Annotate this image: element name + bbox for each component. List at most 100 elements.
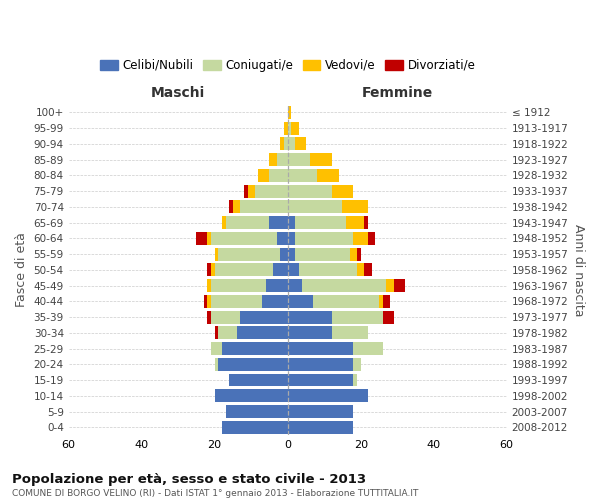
Bar (287, 248, 295, 260)
Bar (287, 326, 331, 340)
Bar (287, 200, 343, 213)
Bar (266, 279, 287, 292)
Bar (383, 295, 390, 308)
Bar (287, 342, 353, 355)
Bar (394, 279, 404, 292)
Bar (331, 310, 383, 324)
Bar (287, 358, 353, 371)
Bar (287, 374, 353, 386)
Bar (269, 216, 287, 229)
Bar (346, 216, 364, 229)
Bar (287, 232, 295, 245)
Bar (248, 184, 255, 198)
Bar (302, 279, 386, 292)
Bar (280, 138, 284, 150)
Bar (211, 264, 215, 276)
Text: COMUNE DI BORGO VELINO (RI) - Dati ISTAT 1° gennaio 2013 - Elaborazione TUTTITAL: COMUNE DI BORGO VELINO (RI) - Dati ISTAT… (12, 489, 418, 498)
Bar (379, 295, 383, 308)
Bar (280, 248, 287, 260)
Bar (211, 342, 222, 355)
Bar (353, 358, 361, 371)
Bar (218, 248, 280, 260)
Bar (287, 405, 353, 418)
Bar (229, 374, 287, 386)
Bar (215, 390, 287, 402)
Bar (222, 216, 226, 229)
Bar (236, 326, 287, 340)
Bar (215, 248, 218, 260)
Bar (295, 138, 306, 150)
Bar (259, 169, 269, 182)
Bar (317, 169, 339, 182)
Bar (386, 279, 394, 292)
Bar (350, 248, 357, 260)
Bar (218, 358, 287, 371)
Y-axis label: Fasce di età: Fasce di età (15, 232, 28, 308)
Bar (357, 264, 364, 276)
Bar (211, 232, 277, 245)
Bar (277, 153, 287, 166)
Bar (331, 184, 353, 198)
Bar (287, 390, 368, 402)
Bar (299, 264, 357, 276)
Bar (240, 310, 287, 324)
Bar (196, 232, 208, 245)
Bar (211, 279, 266, 292)
Bar (343, 200, 368, 213)
Text: Maschi: Maschi (151, 86, 205, 100)
Bar (287, 184, 331, 198)
Text: Femmine: Femmine (362, 86, 433, 100)
Bar (284, 122, 287, 134)
Bar (287, 122, 292, 134)
Bar (255, 184, 287, 198)
Bar (226, 216, 269, 229)
Bar (215, 326, 218, 340)
Bar (208, 295, 211, 308)
Bar (218, 326, 236, 340)
Bar (287, 106, 292, 119)
Bar (364, 216, 368, 229)
Bar (287, 153, 310, 166)
Bar (240, 200, 287, 213)
Text: Popolazione per età, sesso e stato civile - 2013: Popolazione per età, sesso e stato civil… (12, 472, 366, 486)
Bar (310, 153, 331, 166)
Bar (353, 232, 368, 245)
Bar (295, 216, 346, 229)
Bar (284, 138, 287, 150)
Bar (353, 342, 383, 355)
Bar (295, 248, 350, 260)
Bar (244, 184, 248, 198)
Bar (211, 295, 262, 308)
Bar (226, 405, 287, 418)
Bar (211, 310, 240, 324)
Bar (383, 310, 394, 324)
Bar (331, 326, 368, 340)
Bar (273, 264, 287, 276)
Bar (222, 342, 287, 355)
Bar (353, 374, 357, 386)
Y-axis label: Anni di nascita: Anni di nascita (572, 224, 585, 316)
Bar (287, 169, 317, 182)
Bar (208, 232, 211, 245)
Bar (204, 295, 208, 308)
Bar (287, 216, 295, 229)
Bar (208, 310, 211, 324)
Bar (287, 421, 353, 434)
Bar (262, 295, 287, 308)
Bar (208, 264, 211, 276)
Bar (364, 264, 371, 276)
Bar (368, 232, 376, 245)
Bar (215, 264, 273, 276)
Bar (287, 295, 313, 308)
Bar (292, 122, 299, 134)
Bar (269, 169, 287, 182)
Bar (287, 138, 295, 150)
Bar (233, 200, 240, 213)
Bar (277, 232, 287, 245)
Legend: Celibi/Nubili, Coniugati/e, Vedovi/e, Divorziati/e: Celibi/Nubili, Coniugati/e, Vedovi/e, Di… (95, 54, 480, 76)
Bar (222, 421, 287, 434)
Bar (357, 248, 361, 260)
Bar (287, 279, 302, 292)
Bar (269, 153, 277, 166)
Bar (208, 279, 211, 292)
